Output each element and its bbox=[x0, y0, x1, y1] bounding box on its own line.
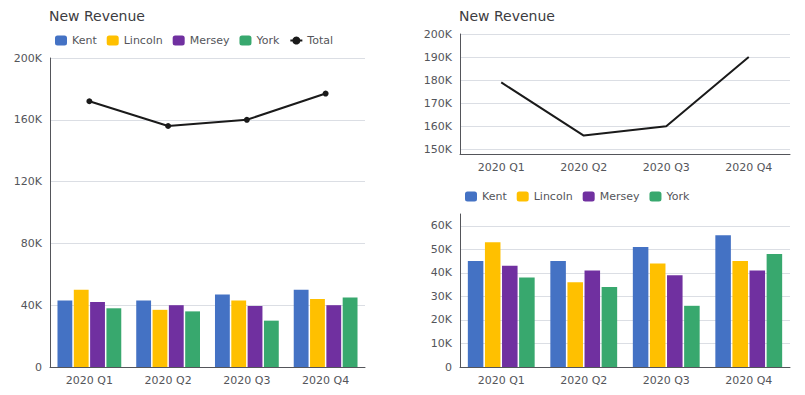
svg-text:60K: 60K bbox=[431, 219, 453, 232]
svg-text:40K: 40K bbox=[431, 266, 453, 279]
svg-text:0: 0 bbox=[445, 361, 452, 374]
svg-text:200K: 200K bbox=[424, 28, 453, 41]
svg-text:2020 Q2: 2020 Q2 bbox=[560, 374, 607, 387]
svg-text:170K: 170K bbox=[424, 97, 453, 110]
svg-text:40K: 40K bbox=[21, 299, 43, 312]
svg-text:2020 Q3: 2020 Q3 bbox=[643, 374, 690, 387]
svg-text:80K: 80K bbox=[21, 237, 43, 250]
svg-text:2020 Q2: 2020 Q2 bbox=[560, 161, 607, 174]
svg-text:2020 Q1: 2020 Q1 bbox=[478, 374, 525, 387]
svg-text:York: York bbox=[665, 190, 690, 203]
svg-text:Lincoln: Lincoln bbox=[534, 190, 573, 203]
svg-text:200K: 200K bbox=[14, 52, 43, 65]
svg-text:New Revenue: New Revenue bbox=[49, 8, 145, 24]
svg-text:120K: 120K bbox=[14, 175, 43, 188]
svg-text:2020 Q1: 2020 Q1 bbox=[66, 374, 113, 387]
svg-text:Lincoln: Lincoln bbox=[124, 34, 163, 47]
svg-text:30K: 30K bbox=[431, 290, 453, 303]
svg-text:2020 Q4: 2020 Q4 bbox=[725, 374, 772, 387]
svg-text:Total: Total bbox=[306, 34, 333, 47]
svg-text:New Revenue: New Revenue bbox=[459, 8, 555, 24]
svg-text:160K: 160K bbox=[14, 113, 43, 126]
svg-text:York: York bbox=[255, 34, 280, 47]
svg-text:Mersey: Mersey bbox=[190, 34, 230, 47]
svg-text:180K: 180K bbox=[424, 74, 453, 87]
svg-text:2020 Q1: 2020 Q1 bbox=[478, 161, 525, 174]
svg-text:Kent: Kent bbox=[72, 34, 97, 47]
svg-text:2020 Q3: 2020 Q3 bbox=[643, 161, 690, 174]
svg-text:0: 0 bbox=[35, 361, 42, 374]
svg-text:150K: 150K bbox=[424, 143, 453, 156]
svg-text:10K: 10K bbox=[431, 337, 453, 350]
svg-text:Mersey: Mersey bbox=[600, 190, 640, 203]
svg-text:190K: 190K bbox=[424, 51, 453, 64]
svg-text:Kent: Kent bbox=[482, 190, 507, 203]
svg-text:2020 Q4: 2020 Q4 bbox=[725, 161, 772, 174]
svg-text:50K: 50K bbox=[431, 243, 453, 256]
svg-text:2020 Q3: 2020 Q3 bbox=[223, 374, 270, 387]
svg-text:2020 Q2: 2020 Q2 bbox=[145, 374, 192, 387]
svg-text:2020 Q4: 2020 Q4 bbox=[302, 374, 349, 387]
svg-text:160K: 160K bbox=[424, 120, 453, 133]
svg-text:20K: 20K bbox=[431, 313, 453, 326]
